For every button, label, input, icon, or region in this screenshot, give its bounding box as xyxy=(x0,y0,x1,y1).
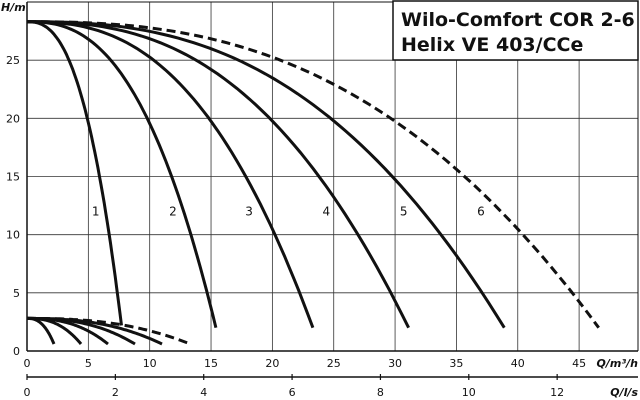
pump-curve-4 xyxy=(27,20,410,329)
title-line-2: Helix VE 403/CCe xyxy=(401,34,583,56)
x2-tick-label: 2 xyxy=(112,386,119,399)
y-tick-label: 15 xyxy=(6,171,20,184)
x-tick-label: 5 xyxy=(85,357,92,370)
y-tick-label: 0 xyxy=(13,345,20,358)
curve-labels: 1 2 3 4 5 6 xyxy=(92,204,485,218)
curve-label-2: 2 xyxy=(169,204,177,218)
curve-label-1: 1 xyxy=(92,204,100,218)
pump-curve-3 xyxy=(27,20,315,329)
pump-curve-2 xyxy=(27,20,218,329)
x-tick-label: 0 xyxy=(24,357,31,370)
curves xyxy=(27,20,600,346)
curve-label-3: 3 xyxy=(245,204,253,218)
x2-tick-label: 10 xyxy=(462,386,476,399)
pump-curve-6 xyxy=(27,20,600,329)
x-tick-label: 25 xyxy=(327,357,341,370)
x-tick-label: 20 xyxy=(265,357,279,370)
x-tick-label: 45 xyxy=(572,357,586,370)
x2-tick-label: 6 xyxy=(289,386,296,399)
x-tick-label: 35 xyxy=(449,357,463,370)
title-box xyxy=(392,0,639,61)
curve-label-6: 6 xyxy=(477,204,485,218)
x-axis-label: Q/m³/h xyxy=(597,357,639,370)
x-tick-label: 10 xyxy=(143,357,157,370)
title-line-1: Wilo-Comfort COR 2-6 xyxy=(401,9,635,31)
curve-label-4: 4 xyxy=(323,204,331,218)
y-tick-label: 25 xyxy=(6,54,20,67)
x-tick-label: 30 xyxy=(388,357,402,370)
x2-tick-label: 0 xyxy=(24,386,31,399)
pump-curve-1 xyxy=(27,20,123,326)
y-tick-label: 20 xyxy=(6,112,20,125)
x-tick-label: 15 xyxy=(204,357,218,370)
x-tick-label: 40 xyxy=(511,357,525,370)
x2-tick-label: 8 xyxy=(377,386,384,399)
curve-label-5: 5 xyxy=(400,204,408,218)
x2-tick-label: 12 xyxy=(550,386,564,399)
x2-tick-label: 4 xyxy=(200,386,207,399)
y-tick-label: 5 xyxy=(13,287,20,300)
y-axis-label: H/m xyxy=(1,1,26,14)
x2-axis-label: Q/l/s xyxy=(610,386,638,399)
y-tick-label: 10 xyxy=(6,229,20,242)
pump-curve-5 xyxy=(27,20,506,329)
